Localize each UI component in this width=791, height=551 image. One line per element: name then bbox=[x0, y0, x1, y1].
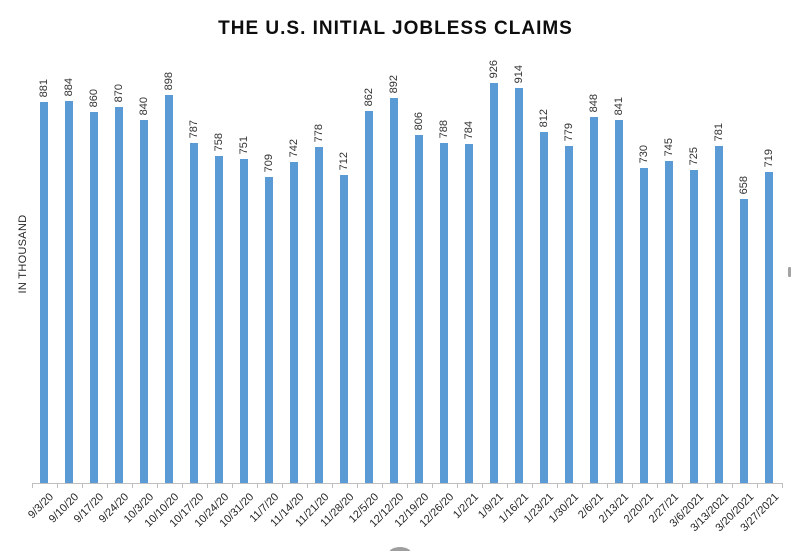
bar bbox=[315, 147, 323, 483]
x-axis-tick bbox=[756, 483, 758, 488]
bar bbox=[765, 172, 773, 483]
bar-value-label: 658 bbox=[738, 175, 750, 194]
bar bbox=[215, 156, 223, 483]
bar-value-label: 892 bbox=[388, 74, 400, 93]
bar bbox=[115, 107, 123, 483]
x-axis-tick bbox=[56, 483, 58, 488]
bar bbox=[290, 162, 298, 483]
bar bbox=[440, 143, 448, 483]
bar-value-label: 751 bbox=[238, 135, 250, 154]
bar-value-label: 898 bbox=[163, 71, 175, 90]
x-axis-tick bbox=[681, 483, 683, 488]
bar-value-label: 758 bbox=[213, 132, 225, 151]
bar bbox=[65, 101, 73, 483]
x-axis-tick bbox=[206, 483, 208, 488]
bar bbox=[340, 175, 348, 483]
x-axis-tick bbox=[781, 483, 783, 488]
x-axis-tick bbox=[106, 483, 108, 488]
bar-value-label: 812 bbox=[538, 108, 550, 127]
bar bbox=[240, 159, 248, 483]
bar bbox=[265, 177, 273, 483]
bar-value-label: 840 bbox=[138, 96, 150, 115]
bar-value-label: 806 bbox=[413, 111, 425, 130]
x-axis-tick bbox=[481, 483, 483, 488]
bar-value-label: 860 bbox=[88, 88, 100, 107]
bar-value-label: 745 bbox=[663, 137, 675, 156]
bar bbox=[90, 112, 98, 483]
bar-value-label: 788 bbox=[438, 119, 450, 138]
bar bbox=[40, 102, 48, 483]
bar bbox=[365, 111, 373, 483]
bar-value-label: 848 bbox=[588, 93, 600, 112]
bar-value-label: 862 bbox=[363, 87, 375, 106]
bar bbox=[715, 146, 723, 483]
bar bbox=[515, 88, 523, 483]
x-axis-tick bbox=[256, 483, 258, 488]
bar bbox=[390, 98, 398, 483]
bar-value-label: 784 bbox=[463, 120, 475, 139]
bar bbox=[640, 168, 648, 483]
x-axis-tick bbox=[631, 483, 633, 488]
bar bbox=[415, 135, 423, 483]
x-axis-tick bbox=[731, 483, 733, 488]
bar-value-label: 712 bbox=[338, 151, 350, 170]
bar bbox=[590, 117, 598, 483]
x-axis-tick bbox=[31, 483, 33, 488]
bar-value-label: 742 bbox=[288, 138, 300, 157]
x-axis-tick bbox=[706, 483, 708, 488]
bar bbox=[665, 161, 673, 483]
x-tick-label: 1/2/21 bbox=[451, 491, 482, 522]
bar bbox=[690, 170, 698, 483]
x-axis-tick bbox=[231, 483, 233, 488]
bar-value-label: 881 bbox=[38, 78, 50, 97]
bar-value-label: 870 bbox=[113, 83, 125, 102]
bar-value-label: 841 bbox=[613, 96, 625, 115]
bar-value-label: 779 bbox=[563, 122, 575, 141]
bar-value-label: 884 bbox=[63, 77, 75, 96]
bar bbox=[615, 120, 623, 483]
x-axis-tick bbox=[156, 483, 158, 488]
x-axis-tick bbox=[331, 483, 333, 488]
x-axis-tick bbox=[656, 483, 658, 488]
bar-value-label: 709 bbox=[263, 153, 275, 172]
x-axis-tick bbox=[581, 483, 583, 488]
x-axis-tick bbox=[181, 483, 183, 488]
bar-value-label: 719 bbox=[763, 148, 775, 167]
bar bbox=[565, 146, 573, 483]
bar bbox=[165, 95, 173, 483]
x-axis-tick bbox=[356, 483, 358, 488]
bar bbox=[465, 144, 473, 483]
bar-value-label: 730 bbox=[638, 144, 650, 163]
x-axis-tick bbox=[306, 483, 308, 488]
bar bbox=[190, 143, 198, 483]
x-axis-tick bbox=[406, 483, 408, 488]
bar bbox=[740, 199, 748, 483]
x-axis-tick bbox=[431, 483, 433, 488]
x-axis-tick bbox=[606, 483, 608, 488]
bottom-edge-artifact bbox=[389, 547, 411, 551]
right-edge-artifact bbox=[788, 267, 791, 277]
x-axis-tick bbox=[456, 483, 458, 488]
bar-value-label: 725 bbox=[688, 146, 700, 165]
chart-title: THE U.S. INITIAL JOBLESS CLAIMS bbox=[218, 18, 573, 39]
x-axis-tick bbox=[506, 483, 508, 488]
x-axis-tick bbox=[131, 483, 133, 488]
x-axis-tick bbox=[531, 483, 533, 488]
bar bbox=[490, 83, 498, 483]
x-axis-tick bbox=[81, 483, 83, 488]
bar bbox=[140, 120, 148, 483]
bar-value-label: 914 bbox=[513, 64, 525, 83]
bar bbox=[540, 132, 548, 483]
bar-value-label: 926 bbox=[488, 59, 500, 78]
bar-value-label: 787 bbox=[188, 119, 200, 138]
x-axis-tick bbox=[556, 483, 558, 488]
bar-value-label: 778 bbox=[313, 123, 325, 142]
x-axis-tick bbox=[381, 483, 383, 488]
bar-value-label: 781 bbox=[713, 122, 725, 141]
x-axis-tick bbox=[281, 483, 283, 488]
